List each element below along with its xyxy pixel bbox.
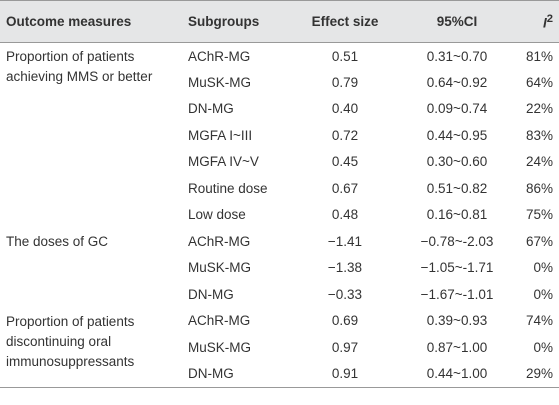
table-cell: 24%	[525, 154, 553, 170]
results-table: Outcome measures Subgroups Effect size 9…	[0, 0, 559, 388]
table-row: MGFA I~III 0.72 0.44~0.95 83%	[0, 122, 559, 149]
table-cell: −0.33	[327, 286, 363, 302]
table-cell: 64%	[525, 74, 553, 90]
header-sup: 2	[546, 12, 553, 25]
table-cell: 86%	[525, 180, 553, 196]
table-cell: MuSK-MG	[188, 339, 252, 355]
table-row: Routine dose 0.67 0.51~0.82 86%	[0, 175, 559, 202]
table-row: DN-MG −0.33 −1.67~-1.01 0%	[0, 281, 559, 308]
table-body: Proportion of patients achieving MMS or …	[0, 43, 559, 388]
table-row: MGFA IV~V 0.45 0.30~0.60 24%	[0, 149, 559, 176]
table-cell: 0.69	[331, 313, 359, 329]
table-cell: 0.45	[331, 154, 359, 170]
table-cell: −1.38	[327, 260, 363, 276]
table-header: Outcome measures Subgroups Effect size 9…	[0, 0, 559, 43]
table-cell: 29%	[525, 366, 553, 381]
table-cell: MuSK-MG	[188, 260, 252, 276]
header-cell: Effect size	[311, 14, 379, 29]
table-cell: 0%	[533, 339, 553, 355]
table-cell: DN-MG	[188, 286, 234, 302]
outcome-cell: Proportion of patients discontinuing ora…	[6, 313, 135, 369]
table-cell: MGFA I~III	[188, 127, 253, 143]
table-cell: 0.39~0.93	[426, 313, 488, 329]
table-cell: 0.44~1.00	[426, 366, 488, 381]
table-cell: −1.67~-1.01	[420, 286, 494, 302]
table-row: Proportion of patients discontinuing ora…	[0, 308, 559, 368]
outcome-cell: Proportion of patients achieving MMS or …	[6, 49, 153, 84]
table-cell: 0.91	[331, 366, 359, 381]
table-cell: 22%	[525, 101, 553, 117]
table-row: The doses of GC AChR-MG −1.41 −0.78~-2.03 67…	[0, 228, 559, 255]
table-cell: 0.79	[331, 74, 359, 90]
table-cell: 0.51	[331, 48, 359, 64]
table-cell: 0.31~0.70	[426, 48, 488, 64]
table-cell: 0.30~0.60	[426, 154, 488, 170]
table-row: DN-MG 0.91 0.44~1.00 29%	[0, 361, 559, 388]
table-cell: Routine dose	[188, 180, 268, 196]
header-row: Outcome measures Subgroups Effect size 9…	[0, 0, 559, 43]
table-cell: DN-MG	[188, 101, 234, 117]
table-cell: 0%	[533, 286, 553, 302]
table-cell: 0.44~0.95	[426, 127, 488, 143]
table-cell: AChR-MG	[188, 233, 251, 249]
table-cell: −1.41	[327, 233, 363, 249]
table-row: MuSK-MG 0.79 0.64~0.92 64%	[0, 69, 559, 96]
table-cell: 74%	[525, 313, 553, 329]
header-cell: I2	[516, 1, 559, 43]
table-cell: 0.87~1.00	[426, 339, 488, 355]
table-cell: 0.51~0.82	[426, 180, 488, 196]
table-cell: 81%	[525, 48, 553, 64]
table-cell: 0.97	[331, 339, 359, 355]
header-cell: Outcome measures	[6, 14, 132, 29]
table-cell: MGFA IV~V	[188, 154, 259, 170]
table-cell: 0.40	[331, 101, 359, 117]
header-cell: 95%CI	[436, 14, 478, 29]
table-cell: Low dose	[188, 207, 246, 223]
table-cell: 0.09~0.74	[426, 101, 488, 117]
table-cell: 0.16~0.81	[426, 207, 488, 223]
outcome-cell: The doses of GC	[6, 234, 109, 249]
header-cell: Subgroups	[188, 14, 260, 29]
table-cell: 0.64~0.92	[426, 74, 488, 90]
table-cell: 75%	[525, 207, 553, 223]
table-cell: 0%	[533, 260, 553, 276]
table-row: DN-MG 0.40 0.09~0.74 22%	[0, 96, 559, 123]
table-cell: 0.72	[331, 127, 359, 143]
table-row: MuSK-MG −1.38 −1.05~-1.71 0%	[0, 255, 559, 282]
table-row: MuSK-MG 0.97 0.87~1.00 0%	[0, 334, 559, 361]
table-cell: 0.67	[331, 180, 359, 196]
table-cell: AChR-MG	[188, 313, 251, 329]
table-cell: 0.48	[331, 207, 359, 223]
table-cell: 83%	[525, 127, 553, 143]
table-row: Low dose 0.48 0.16~0.81 75%	[0, 202, 559, 229]
table-cell: AChR-MG	[188, 48, 251, 64]
table-cell: 67%	[525, 233, 553, 249]
table-cell: −0.78~-2.03	[420, 233, 494, 249]
table-cell: −1.05~-1.71	[420, 260, 494, 276]
table-cell: MuSK-MG	[188, 74, 252, 90]
table-row: Proportion of patients achieving MMS or …	[0, 43, 559, 85]
table-cell: DN-MG	[188, 366, 234, 381]
header-text: I	[542, 15, 547, 31]
